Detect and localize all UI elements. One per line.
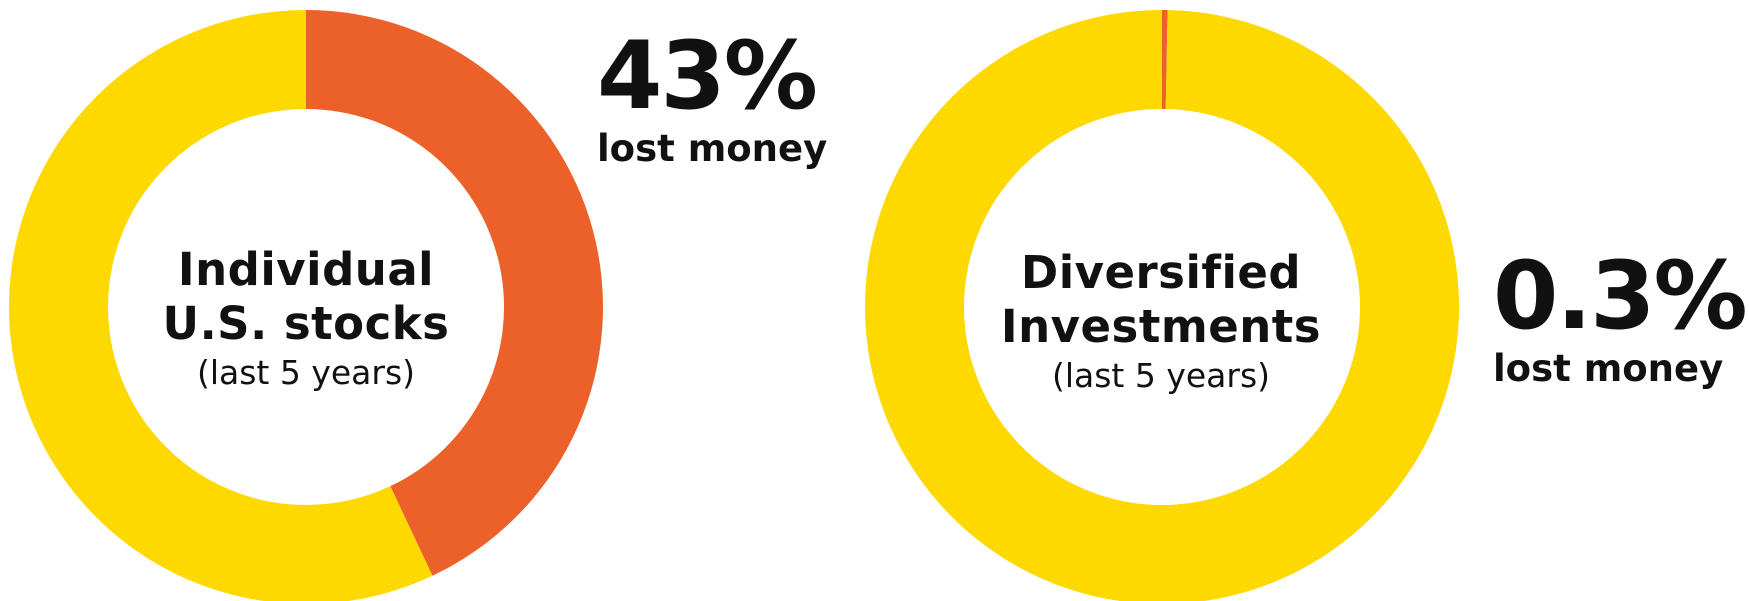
center-label-line2: U.S. stocks (162, 297, 450, 350)
center-label-diversified-investments: Diversified Investments (last 5 years) (981, 246, 1341, 396)
donut-chart-individual-stocks (9, 10, 603, 601)
slice-remainder (9, 10, 433, 601)
slice-remainder (865, 10, 1459, 601)
callout-diversified-investments: 0.3% lost money (1493, 242, 1748, 390)
callout-percent: 0.3% (1493, 242, 1748, 351)
callout-text: lost money (597, 127, 828, 170)
donut-chart-diversified-investments (865, 10, 1459, 601)
center-label-period: (last 5 years) (196, 353, 416, 392)
center-label-period: (last 5 years) (1051, 356, 1271, 395)
callout-individual-stocks: 43% lost money (597, 30, 827, 170)
center-label-individual-stocks: Individual U.S. stocks (last 5 years) (126, 243, 486, 393)
callout-text: lost money (1493, 347, 1724, 390)
center-label-line1: Individual (177, 243, 435, 296)
center-label-line2: Investments (1000, 300, 1322, 353)
center-label-line1: Diversified (1020, 246, 1302, 299)
slice-lost-money (306, 10, 603, 576)
callout-percent: 43% (597, 22, 818, 131)
slice-lost-money (1162, 10, 1168, 110)
